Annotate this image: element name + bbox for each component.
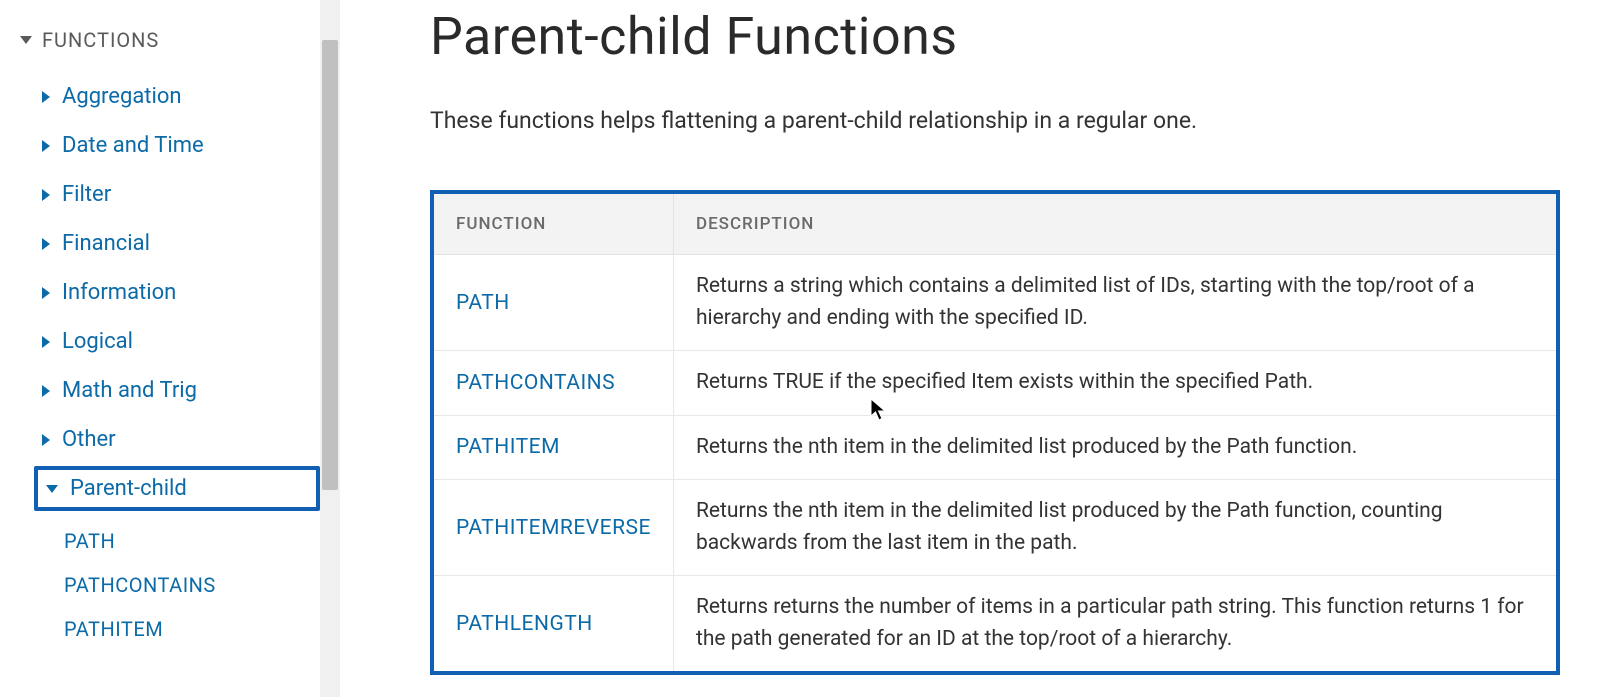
chevron-right-icon xyxy=(42,238,50,250)
chevron-right-icon xyxy=(42,336,50,348)
sidebar-item-math-and-trig[interactable]: Math and Trig xyxy=(34,368,320,413)
table-row: PATH Returns a string which contains a d… xyxy=(432,255,1558,351)
sidebar-item-label: Other xyxy=(62,427,116,452)
sidebar-subitem-pathcontains[interactable]: PATHCONTAINS xyxy=(64,563,320,607)
sidebar-item-label: Math and Trig xyxy=(62,378,197,403)
chevron-right-icon xyxy=(42,189,50,201)
chevron-down-icon xyxy=(20,36,32,44)
sidebar-subitem-pathitem[interactable]: PATHITEM xyxy=(64,607,320,651)
function-link-pathitem[interactable]: PATHITEM xyxy=(432,415,673,480)
chevron-right-icon xyxy=(42,385,50,397)
sidebar-item-label: Financial xyxy=(62,231,150,256)
sidebar-section-functions[interactable]: FUNCTIONS xyxy=(20,28,320,52)
table-row: PATHITEM Returns the nth item in the del… xyxy=(432,415,1558,480)
sidebar-nav: FUNCTIONS Aggregation Date and Time Filt… xyxy=(0,0,320,697)
sidebar-items: Aggregation Date and Time Filter Financi… xyxy=(20,74,320,651)
chevron-right-icon xyxy=(42,287,50,299)
function-description: Returns returns the number of items in a… xyxy=(673,576,1558,674)
column-header-function: FUNCTION xyxy=(432,192,673,255)
table-row: PATHITEMREVERSE Returns the nth item in … xyxy=(432,480,1558,576)
sidebar-sub-items: PATH PATHCONTAINS PATHITEM xyxy=(34,519,320,651)
sidebar-section-label: FUNCTIONS xyxy=(42,28,159,52)
sidebar-item-parent-child[interactable]: Parent-child xyxy=(34,466,320,511)
function-link-path[interactable]: PATH xyxy=(432,255,673,351)
intro-text: These functions helps flattening a paren… xyxy=(430,107,1560,134)
sidebar-subitem-path[interactable]: PATH xyxy=(64,519,320,563)
function-description: Returns the nth item in the delimited li… xyxy=(673,480,1558,576)
sidebar-item-label: Information xyxy=(62,280,176,305)
chevron-right-icon xyxy=(42,140,50,152)
function-description: Returns a string which contains a delimi… xyxy=(673,255,1558,351)
sidebar-item-label: Logical xyxy=(62,329,133,354)
page-title: Parent-child Functions xyxy=(430,6,1560,67)
chevron-right-icon xyxy=(42,91,50,103)
chevron-down-icon xyxy=(46,485,58,493)
sidebar-item-financial[interactable]: Financial xyxy=(34,221,320,266)
function-description: Returns TRUE if the specified Item exist… xyxy=(673,351,1558,416)
function-link-pathlength[interactable]: PATHLENGTH xyxy=(432,576,673,674)
functions-table: FUNCTION DESCRIPTION PATH Returns a stri… xyxy=(430,190,1560,675)
sidebar-item-label: Parent-child xyxy=(70,476,187,501)
main-content: Parent-child Functions These functions h… xyxy=(320,0,1600,697)
column-header-description: DESCRIPTION xyxy=(673,192,1558,255)
table-row: PATHCONTAINS Returns TRUE if the specifi… xyxy=(432,351,1558,416)
sidebar-item-logical[interactable]: Logical xyxy=(34,319,320,364)
table-header-row: FUNCTION DESCRIPTION xyxy=(432,192,1558,255)
sidebar-item-other[interactable]: Other xyxy=(34,417,320,462)
sidebar-item-label: Date and Time xyxy=(62,133,204,158)
sidebar-item-filter[interactable]: Filter xyxy=(34,172,320,217)
chevron-right-icon xyxy=(42,434,50,446)
function-link-pathitemreverse[interactable]: PATHITEMREVERSE xyxy=(432,480,673,576)
function-description: Returns the nth item in the delimited li… xyxy=(673,415,1558,480)
table-row: PATHLENGTH Returns returns the number of… xyxy=(432,576,1558,674)
sidebar-item-label: Aggregation xyxy=(62,84,182,109)
sidebar-item-date-and-time[interactable]: Date and Time xyxy=(34,123,320,168)
sidebar-item-aggregation[interactable]: Aggregation xyxy=(34,74,320,119)
function-link-pathcontains[interactable]: PATHCONTAINS xyxy=(432,351,673,416)
sidebar-item-information[interactable]: Information xyxy=(34,270,320,315)
sidebar-item-label: Filter xyxy=(62,182,111,207)
